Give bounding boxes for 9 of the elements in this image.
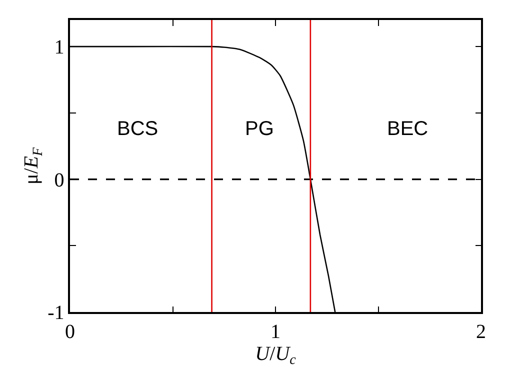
y-tick-label: 0 — [54, 169, 64, 192]
annotation: PG — [245, 118, 274, 140]
y-tick-label: -1 — [48, 302, 64, 324]
x-tick-label: 1 — [270, 320, 280, 343]
x-tick-label: 2 — [476, 320, 486, 343]
y-tick-label: 1 — [54, 36, 64, 59]
annotation: BEC — [387, 118, 428, 140]
annotation: BCS — [117, 118, 158, 140]
x-axis-title: U/U$_{c}$ — [255, 342, 297, 368]
